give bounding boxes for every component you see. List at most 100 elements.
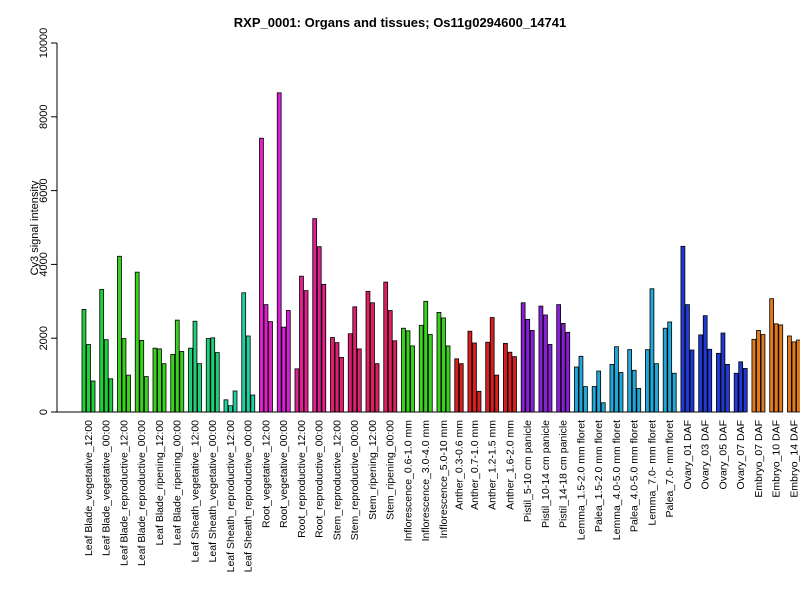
bar: [756, 330, 761, 413]
bar: [636, 387, 642, 413]
bar: [574, 366, 579, 413]
category-label: Lemma_1.5-2.0 mm floret: [575, 420, 587, 540]
bar: [476, 390, 482, 413]
bar: [600, 402, 606, 413]
bar: [796, 339, 800, 413]
bar: [339, 356, 344, 413]
bar: [365, 290, 371, 413]
bar: [645, 349, 650, 413]
bar: [662, 327, 668, 413]
category-label: Ovary_05 DAF: [717, 420, 729, 489]
bar: [556, 304, 562, 413]
bar: [383, 281, 389, 413]
bar: [583, 386, 588, 413]
bar: [520, 302, 526, 413]
bar: [618, 372, 624, 413]
bar: [503, 342, 508, 413]
category-label: Leaf Sheath_vegetative_12:00: [189, 420, 201, 563]
bar: [654, 363, 659, 413]
bar: [81, 309, 87, 413]
bar: [680, 245, 686, 413]
bar: [188, 347, 193, 413]
category-label: Root_vegetative_00:00: [278, 420, 290, 528]
bar: [103, 339, 109, 413]
category-label: Stem_reproductive_00:00: [349, 420, 361, 540]
bar: [467, 330, 473, 413]
bar: [441, 317, 446, 413]
y-tick-label: 2000: [38, 326, 50, 350]
y-tick-label: 6000: [38, 178, 50, 202]
category-label: Root_reproductive_12:00: [296, 420, 308, 538]
bar: [179, 351, 185, 413]
category-label: Ovary_01 DAF: [682, 420, 694, 489]
category-label: Root_reproductive_00:00: [314, 420, 326, 538]
bar: [197, 363, 202, 413]
bar: [560, 323, 566, 413]
bar: [157, 348, 162, 413]
category-label: Leaf Blade_reproductive_00:00: [136, 420, 148, 566]
bar: [285, 310, 291, 413]
category-label: Palea_1.5-2.0 mm floret: [593, 420, 605, 532]
bar: [627, 349, 633, 413]
category-label: Leaf Blade_ripening_00:00: [172, 420, 184, 546]
bar: [543, 314, 548, 413]
bar: [769, 298, 775, 413]
bar: [698, 334, 704, 413]
bar: [276, 92, 282, 413]
bar: [330, 337, 335, 413]
bar: [312, 218, 318, 413]
bar: [321, 283, 327, 413]
y-tick-label: 0: [38, 409, 50, 415]
category-label: Stem_ripening_00:00: [385, 420, 397, 520]
bar: [405, 330, 411, 413]
category-label: Stem_reproductive_12:00: [331, 420, 343, 540]
bar: [529, 330, 535, 413]
bar: [374, 363, 380, 413]
bars: [81, 92, 800, 413]
bar: [565, 331, 571, 413]
category-label: Leaf Sheath_vegetative_00:00: [207, 420, 219, 563]
bar: [241, 292, 247, 413]
bar: [512, 356, 517, 413]
category-label: Lemma_4.0-5.0 mm floret: [611, 420, 623, 540]
category-label: Pistil_14-18 cm panicle: [558, 420, 570, 528]
category-label: Lemma_7.0- mm floret: [646, 420, 658, 526]
bar: [418, 324, 424, 413]
bar: [347, 333, 353, 413]
bar: [423, 300, 429, 413]
category-label: Inflorescence_5.0-10 mm: [438, 420, 450, 539]
bar: [210, 337, 216, 413]
bar: [427, 334, 433, 413]
bar: [738, 361, 744, 413]
bar: [294, 368, 300, 413]
bar: [445, 345, 451, 413]
bar: [108, 378, 114, 413]
bar: [387, 310, 393, 413]
bar: [436, 311, 442, 413]
bar: [702, 315, 708, 413]
category-label: Anther_1.6-2.0 mm: [504, 420, 516, 510]
bar: [126, 374, 131, 413]
bar: [547, 344, 553, 413]
bar: [596, 370, 602, 413]
bar: [334, 342, 340, 413]
bar: [263, 304, 269, 413]
bar: [591, 386, 597, 413]
bar: [352, 306, 358, 413]
bar: [139, 340, 145, 413]
bar: [192, 320, 198, 413]
bar: [143, 376, 149, 413]
bar: [489, 317, 495, 413]
bar: [458, 363, 464, 413]
bar: [787, 335, 792, 413]
bar: [90, 380, 96, 413]
bar: [281, 326, 287, 413]
category-label: Anther_0.3-0.6 mm: [453, 420, 465, 510]
bar: [472, 342, 477, 413]
bar: [716, 352, 721, 413]
category-label: Pistil_5-10 cm panicle: [522, 420, 534, 522]
bar: [410, 345, 415, 413]
category-label: Inflorescence_3.0-4.0 mm: [420, 420, 432, 542]
category-label: Anther_1.2-1.5 mm: [487, 420, 499, 510]
bar: [778, 324, 784, 413]
